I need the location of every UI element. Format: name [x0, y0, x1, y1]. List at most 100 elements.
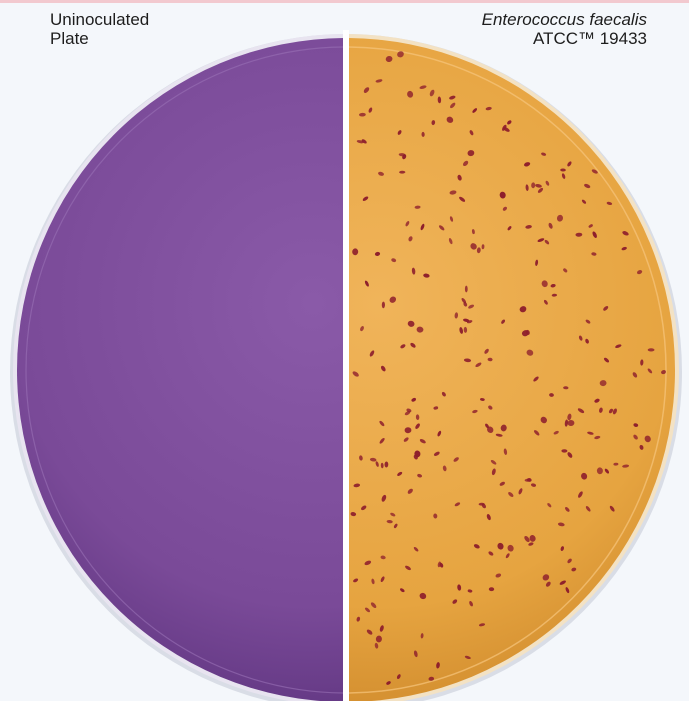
colony: [360, 326, 364, 332]
colony: [621, 246, 627, 251]
colony: [437, 430, 442, 437]
colony: [499, 481, 505, 486]
colony: [463, 318, 470, 322]
colony: [507, 120, 512, 125]
colony: [524, 478, 531, 482]
colony: [481, 244, 485, 250]
colony: [578, 491, 583, 498]
colony: [528, 542, 534, 546]
colony: [565, 587, 570, 594]
colony: [540, 416, 547, 424]
colony: [364, 280, 369, 287]
colony: [567, 161, 572, 167]
colony: [525, 184, 529, 191]
colony: [469, 600, 473, 607]
colony: [487, 426, 494, 433]
colony: [622, 464, 630, 468]
colony: [352, 248, 359, 256]
colony: [459, 196, 466, 202]
colony: [431, 120, 436, 126]
colony: [476, 247, 481, 254]
colony: [525, 329, 530, 335]
colony: [549, 393, 554, 397]
colony: [488, 551, 494, 556]
colony: [581, 472, 588, 480]
colony: [524, 162, 531, 167]
colony: [364, 607, 371, 613]
colony: [386, 519, 393, 524]
colony: [407, 90, 414, 98]
colony: [370, 602, 377, 609]
colony: [404, 427, 412, 434]
colony-dots: [350, 51, 666, 685]
colony: [591, 169, 598, 174]
colony: [613, 462, 619, 466]
uninoculated-label-line1: Uninoculated: [50, 10, 150, 29]
colony: [449, 216, 454, 222]
colony: [390, 512, 396, 517]
colony: [615, 344, 622, 349]
colony: [577, 408, 585, 414]
colony: [356, 616, 361, 622]
colony: [415, 423, 420, 429]
colony: [487, 357, 493, 362]
colony: [551, 293, 558, 297]
colony: [471, 229, 475, 235]
colony: [637, 270, 643, 275]
colony: [411, 397, 417, 402]
colony: [632, 372, 638, 378]
colony: [437, 96, 442, 104]
colony: [545, 180, 550, 186]
colony: [571, 567, 577, 572]
colony: [661, 370, 666, 375]
colony: [416, 326, 424, 333]
colony: [495, 573, 502, 578]
colony: [399, 588, 405, 593]
colony: [379, 625, 384, 632]
colony: [524, 536, 530, 542]
colony: [361, 505, 367, 511]
colony: [530, 483, 537, 487]
colony: [389, 296, 397, 303]
colony: [608, 408, 614, 414]
colony: [557, 522, 565, 527]
colony: [541, 152, 547, 156]
colony: [508, 492, 514, 497]
colony: [567, 452, 573, 458]
colony: [560, 546, 565, 552]
colony: [594, 398, 600, 403]
colony: [402, 154, 407, 160]
colony: [537, 238, 545, 243]
colony: [441, 391, 446, 397]
colony: [433, 406, 439, 410]
colony: [472, 409, 478, 414]
colony: [556, 214, 564, 222]
colony: [486, 514, 491, 521]
colony: [408, 236, 413, 242]
colony: [363, 87, 370, 93]
atcc-strain-number: ATCC™ 19433: [532, 29, 647, 48]
colony: [505, 553, 510, 559]
colony: [362, 196, 369, 201]
colony: [369, 350, 375, 357]
colony: [381, 301, 386, 309]
colony: [359, 455, 363, 461]
colony: [399, 170, 406, 174]
colony: [587, 431, 594, 435]
colony: [375, 79, 383, 83]
colony: [544, 239, 550, 245]
colony: [585, 506, 591, 512]
colony: [485, 423, 489, 429]
colony: [633, 423, 639, 427]
colony: [622, 231, 629, 236]
colony: [410, 342, 416, 348]
colony: [640, 359, 644, 366]
colony: [436, 662, 440, 669]
colony: [584, 183, 591, 189]
colony: [454, 502, 461, 507]
colony: [457, 584, 462, 591]
colony: [429, 89, 435, 97]
top-divider-rule: [0, 0, 689, 3]
colony: [541, 280, 548, 288]
colony: [567, 419, 575, 427]
